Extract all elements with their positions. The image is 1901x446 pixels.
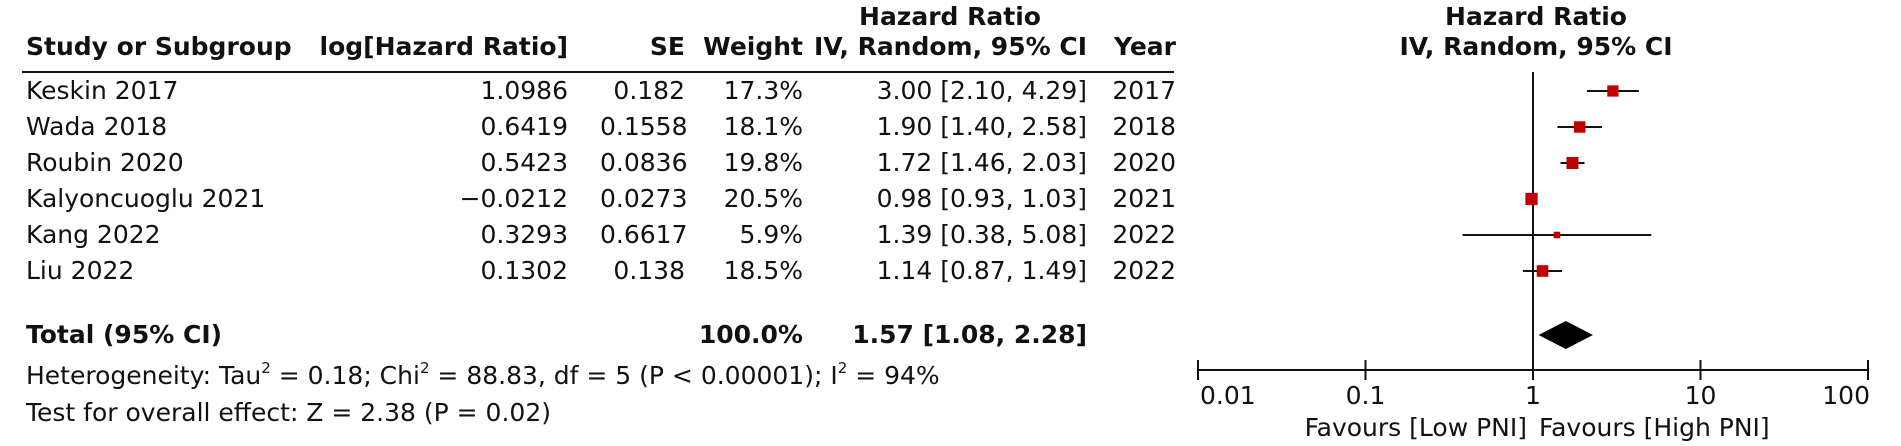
total-ci: 1.57 [1.08, 2.28] <box>852 320 1087 349</box>
study-ci: 1.72 [1.46, 2.03] <box>876 148 1087 177</box>
heterogeneity-text: Heterogeneity: Tau2 = 0.18; Chi2 = 88.83… <box>26 358 940 390</box>
x-tick-label: 10 <box>1685 381 1717 410</box>
total-label: Total (95% CI) <box>26 320 223 349</box>
study-year: 2018 <box>1112 112 1176 141</box>
effect-marker <box>1573 121 1586 133</box>
study-year: 2022 <box>1112 220 1176 249</box>
study-loghr: 0.6419 <box>480 112 568 141</box>
effect-marker <box>1525 192 1538 206</box>
study-se: 0.6617 <box>600 220 688 249</box>
x-tick-label: 100 <box>1822 381 1870 410</box>
study-ci: 1.90 [1.40, 2.58] <box>876 112 1087 141</box>
study-loghr: 0.1302 <box>480 256 568 285</box>
overall-effect-text: Test for overall effect: Z = 2.38 (P = 0… <box>26 398 551 427</box>
favours-right-label: Favours [High PNI] <box>1539 413 1770 442</box>
col-header-loghr: log[Hazard Ratio] <box>319 32 568 61</box>
study-name: Keskin 2017 <box>26 76 179 105</box>
effect-marker <box>1607 85 1619 97</box>
x-tick-label: 0.01 <box>1200 381 1256 410</box>
favours-left-label: Favours [Low PNI] <box>1305 413 1527 442</box>
study-loghr: 0.3293 <box>480 220 568 249</box>
study-year: 2022 <box>1112 256 1176 285</box>
study-se: 0.1558 <box>600 112 688 141</box>
study-name: Liu 2022 <box>26 256 135 285</box>
x-tick-label: 0.1 <box>1346 381 1386 410</box>
header-rule <box>22 71 1174 73</box>
study-se: 0.138 <box>613 256 685 285</box>
study-name: Wada 2018 <box>26 112 168 141</box>
study-ci: 0.98 [0.93, 1.03] <box>876 184 1087 213</box>
effect-marker <box>1536 265 1549 277</box>
study-weight: 19.8% <box>723 148 803 177</box>
hr-group-header: Hazard Ratio <box>859 2 1041 31</box>
study-se: 0.0273 <box>600 184 688 213</box>
effect-marker <box>1553 231 1561 239</box>
pooled-diamond <box>1538 321 1593 349</box>
study-name: Kalyoncuoglu 2021 <box>26 184 266 213</box>
study-se: 0.0836 <box>600 148 688 177</box>
col-header-hr: IV, Random, 95% CI <box>813 32 1087 61</box>
study-year: 2017 <box>1112 76 1176 105</box>
col-header-weight: Weight <box>703 32 803 61</box>
study-weight: 5.9% <box>739 220 803 249</box>
study-ci: 1.39 [0.38, 5.08] <box>876 220 1087 249</box>
study-weight: 17.3% <box>723 76 803 105</box>
study-ci: 3.00 [2.10, 4.29] <box>876 76 1087 105</box>
study-loghr: −0.0212 <box>459 184 568 213</box>
study-se: 0.182 <box>613 76 685 105</box>
col-header-study: Study or Subgroup <box>26 32 292 61</box>
study-weight: 18.1% <box>723 112 803 141</box>
study-loghr: 0.5423 <box>480 148 568 177</box>
study-year: 2020 <box>1112 148 1176 177</box>
study-ci: 1.14 [0.87, 1.49] <box>876 256 1087 285</box>
study-name: Roubin 2020 <box>26 148 184 177</box>
study-year: 2021 <box>1112 184 1176 213</box>
x-tick-label: 1 <box>1525 381 1541 410</box>
study-name: Kang 2022 <box>26 220 161 249</box>
col-header-se: SE <box>649 32 685 61</box>
total-weight: 100.0% <box>698 320 803 349</box>
col-header-year: Year <box>1114 32 1176 61</box>
study-weight: 18.5% <box>723 256 803 285</box>
plot-subtitle: IV, Random, 95% CI <box>1399 32 1673 61</box>
study-weight: 20.5% <box>723 184 803 213</box>
study-loghr: 1.0986 <box>480 76 568 105</box>
plot-title: Hazard Ratio <box>1445 2 1627 31</box>
effect-marker <box>1566 156 1579 170</box>
